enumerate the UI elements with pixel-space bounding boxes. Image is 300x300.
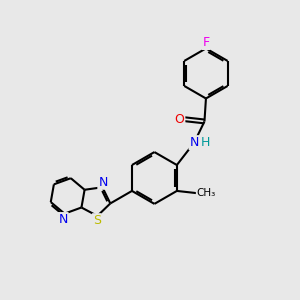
Text: F: F bbox=[202, 36, 209, 49]
Text: N: N bbox=[98, 176, 108, 189]
Text: O: O bbox=[175, 112, 184, 126]
Text: H: H bbox=[201, 136, 210, 149]
Text: N: N bbox=[58, 213, 68, 226]
Text: CH₃: CH₃ bbox=[197, 188, 216, 198]
Text: S: S bbox=[93, 214, 101, 227]
Text: N: N bbox=[190, 136, 199, 149]
